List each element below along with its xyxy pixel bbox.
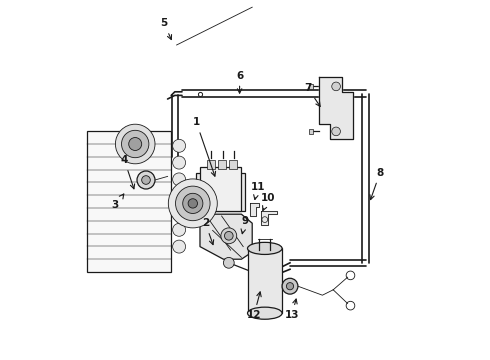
Circle shape — [221, 228, 237, 244]
Circle shape — [175, 186, 210, 221]
Text: 1: 1 — [193, 117, 216, 176]
Text: 10: 10 — [261, 193, 276, 211]
Text: 3: 3 — [112, 194, 124, 210]
Text: 7: 7 — [304, 83, 320, 107]
Text: 12: 12 — [247, 292, 261, 320]
Circle shape — [129, 138, 142, 150]
Circle shape — [122, 130, 149, 158]
Circle shape — [224, 231, 233, 240]
Text: 5: 5 — [160, 18, 172, 40]
Circle shape — [172, 156, 186, 169]
Ellipse shape — [247, 307, 282, 319]
Circle shape — [183, 193, 203, 213]
Bar — [196, 173, 245, 211]
Circle shape — [172, 139, 186, 152]
Circle shape — [172, 173, 186, 186]
Circle shape — [172, 240, 186, 253]
Text: 2: 2 — [202, 218, 214, 244]
Bar — [207, 160, 215, 169]
Text: 4: 4 — [121, 155, 135, 189]
Bar — [87, 131, 171, 272]
Circle shape — [223, 257, 234, 268]
Text: 9: 9 — [241, 216, 248, 234]
Circle shape — [172, 190, 186, 203]
Bar — [309, 84, 313, 89]
Polygon shape — [250, 203, 259, 216]
Polygon shape — [261, 211, 277, 225]
Circle shape — [116, 124, 155, 164]
Circle shape — [188, 199, 197, 208]
Circle shape — [286, 283, 294, 290]
Circle shape — [142, 176, 150, 184]
Text: 8: 8 — [370, 168, 384, 199]
Text: 6: 6 — [236, 71, 243, 93]
Circle shape — [332, 82, 341, 91]
Bar — [247, 248, 282, 313]
Circle shape — [137, 171, 155, 189]
Bar — [218, 160, 226, 169]
Circle shape — [282, 278, 298, 294]
FancyBboxPatch shape — [200, 167, 242, 211]
Bar — [309, 129, 313, 134]
Circle shape — [172, 223, 186, 236]
Circle shape — [172, 207, 186, 220]
Text: 11: 11 — [250, 182, 265, 199]
Text: 13: 13 — [285, 299, 299, 320]
Polygon shape — [319, 77, 353, 139]
Bar — [229, 160, 237, 169]
Polygon shape — [200, 214, 252, 259]
Ellipse shape — [247, 242, 282, 255]
Circle shape — [169, 179, 217, 228]
Circle shape — [332, 127, 341, 136]
